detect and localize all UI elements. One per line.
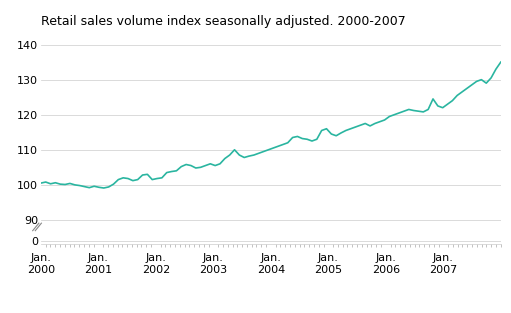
Text: Retail sales volume index seasonally adjusted. 2000-2007: Retail sales volume index seasonally adj… — [41, 15, 406, 28]
